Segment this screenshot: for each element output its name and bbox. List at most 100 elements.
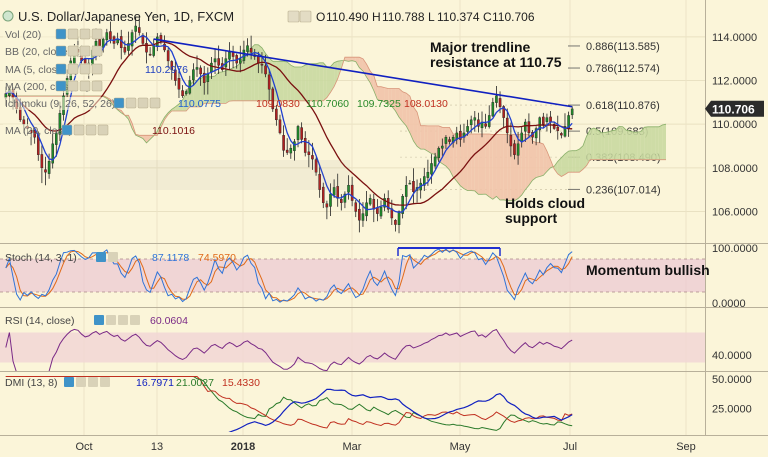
rsi-legend: RSI (14, close) 60.0604 bbox=[5, 315, 188, 327]
candle-body bbox=[285, 149, 289, 153]
close-icon[interactable] bbox=[91, 45, 103, 57]
settings-icon[interactable] bbox=[76, 377, 86, 387]
add-icon[interactable] bbox=[85, 124, 97, 136]
cloud-segment bbox=[431, 125, 436, 155]
cloud-segment bbox=[453, 134, 457, 182]
candle-body bbox=[210, 62, 213, 73]
cloud-segment bbox=[370, 71, 374, 91]
candle bbox=[138, 16, 141, 36]
close-icon[interactable] bbox=[100, 377, 110, 387]
candle-body bbox=[264, 65, 267, 75]
gear-icon[interactable] bbox=[299, 10, 312, 23]
candle bbox=[177, 68, 181, 99]
stoch-pane bbox=[0, 247, 705, 303]
add-icon[interactable] bbox=[79, 28, 91, 40]
cloud-segment bbox=[229, 67, 234, 102]
visibility-icon[interactable] bbox=[55, 28, 67, 40]
candle bbox=[285, 138, 289, 155]
settings-icon[interactable] bbox=[108, 252, 118, 262]
visibility-icon[interactable] bbox=[55, 63, 67, 75]
cloud-segment bbox=[521, 134, 526, 196]
rsi-pane bbox=[0, 328, 705, 371]
cloud-segment bbox=[554, 161, 558, 175]
settings-icon[interactable] bbox=[67, 63, 79, 75]
indicator-legend-row: MA (200, close, 0) bbox=[3, 80, 103, 93]
cloud-segment bbox=[500, 134, 504, 201]
settings-icon[interactable] bbox=[106, 315, 116, 325]
add-icon[interactable] bbox=[79, 80, 91, 92]
close-icon[interactable] bbox=[130, 315, 140, 325]
cloud-segment bbox=[536, 142, 540, 178]
close-icon[interactable] bbox=[91, 80, 103, 92]
candle bbox=[181, 85, 184, 98]
visibility-icon[interactable] bbox=[113, 97, 125, 109]
cloud-segment bbox=[316, 62, 320, 101]
candle-body bbox=[228, 51, 231, 60]
close-icon[interactable] bbox=[91, 63, 103, 75]
candle-body bbox=[524, 121, 527, 132]
candle bbox=[484, 113, 487, 129]
cloud-segment bbox=[243, 54, 248, 101]
candle-body bbox=[459, 130, 462, 140]
ohlc-value: 110.490 bbox=[326, 10, 369, 24]
visibility-icon[interactable] bbox=[55, 45, 67, 57]
cloud-segment bbox=[651, 126, 656, 160]
candle bbox=[383, 193, 386, 212]
settings-icon[interactable] bbox=[67, 28, 79, 40]
close-icon[interactable] bbox=[149, 97, 161, 109]
trendline-annotation-line2: resistance at 110.75 bbox=[430, 54, 562, 70]
candle bbox=[513, 139, 516, 160]
candle-body bbox=[109, 31, 112, 40]
candle-body bbox=[314, 159, 318, 173]
stoch-d-value: 74.5970 bbox=[198, 252, 236, 264]
add-icon[interactable] bbox=[88, 377, 98, 387]
settings-icon[interactable] bbox=[67, 45, 79, 57]
visibility-icon[interactable] bbox=[61, 124, 73, 136]
candle bbox=[300, 122, 303, 144]
candle bbox=[275, 104, 278, 126]
visibility-icon[interactable] bbox=[94, 315, 104, 325]
cloud-segment bbox=[377, 86, 381, 101]
cloud-segment bbox=[308, 63, 313, 101]
candle-body bbox=[350, 184, 354, 201]
visibility-icon[interactable] bbox=[96, 252, 106, 262]
candle-body bbox=[217, 58, 220, 66]
candle-body bbox=[300, 127, 303, 140]
collapse-icon[interactable] bbox=[2, 10, 14, 22]
cloud-segment bbox=[532, 141, 537, 181]
close-icon[interactable] bbox=[97, 124, 109, 136]
add-icon[interactable] bbox=[79, 45, 91, 57]
cloud-segment bbox=[496, 134, 501, 201]
add-icon[interactable] bbox=[118, 315, 128, 325]
close-icon[interactable] bbox=[91, 28, 103, 40]
dmi-value: 21.0027 bbox=[176, 377, 214, 389]
cloud-annotation-line2: support bbox=[505, 210, 557, 226]
dmi-adx-line bbox=[5, 376, 573, 429]
watermark-block bbox=[90, 160, 350, 190]
add-icon[interactable] bbox=[137, 97, 149, 109]
candle-body bbox=[206, 73, 210, 82]
candle-body bbox=[199, 67, 202, 75]
visibility-icon[interactable] bbox=[55, 80, 67, 92]
settings-icon[interactable] bbox=[73, 124, 85, 136]
candle-body bbox=[441, 145, 444, 149]
cloud-segment bbox=[420, 125, 425, 150]
settings-icon[interactable] bbox=[125, 97, 137, 109]
candle-body bbox=[282, 135, 285, 151]
candle bbox=[495, 86, 498, 108]
add-icon[interactable] bbox=[79, 63, 91, 75]
fib-label: 0.236(107.014) bbox=[586, 184, 661, 196]
ichimoku-value: 109.7325 bbox=[357, 98, 401, 110]
x-tick-label: Oct bbox=[75, 441, 92, 453]
candle-body bbox=[542, 116, 545, 125]
candle bbox=[278, 114, 282, 135]
eye-icon[interactable] bbox=[287, 10, 300, 23]
candle-body bbox=[325, 203, 329, 208]
settings-icon[interactable] bbox=[67, 80, 79, 92]
candle bbox=[354, 200, 358, 218]
visibility-icon[interactable] bbox=[64, 377, 74, 387]
candle-body bbox=[538, 117, 542, 131]
stoch-y-tick: 100.0000 bbox=[712, 243, 758, 255]
candle bbox=[423, 167, 426, 192]
